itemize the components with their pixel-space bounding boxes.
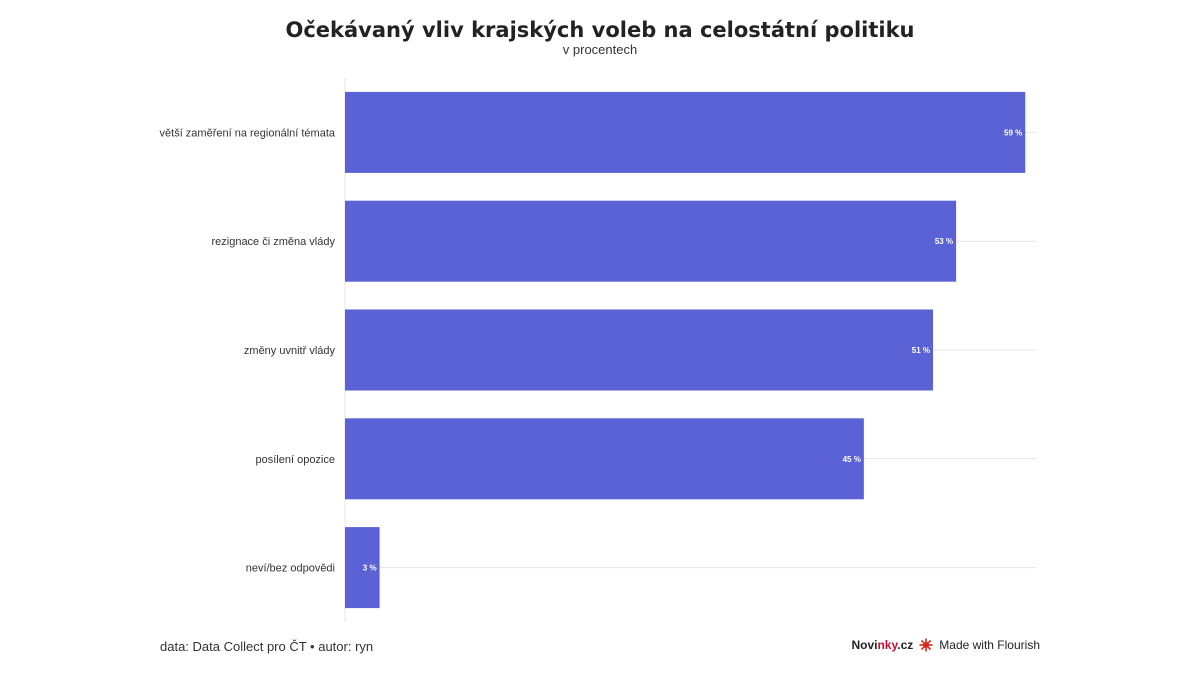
category-label: větší zaměření na regionální témata xyxy=(160,127,336,139)
chart-title: Očekávaný vliv krajských voleb na celost… xyxy=(285,18,915,42)
footer-branding: Novinky.cz Made with Flourish xyxy=(851,638,1040,652)
category-label: posílení opozice xyxy=(256,454,336,466)
made-with-flourish-link[interactable]: Made with Flourish xyxy=(939,638,1040,652)
category-label: změny uvnitř vlády xyxy=(244,345,336,357)
value-label: 51 % xyxy=(912,346,930,355)
source-note: data: Data Collect pro ČT • autor: ryn xyxy=(160,639,374,654)
chart-subtitle: v procentech xyxy=(562,42,638,57)
bar xyxy=(345,200,957,282)
value-label: 45 % xyxy=(843,455,861,464)
brand-prefix: Novi xyxy=(851,638,878,652)
novinky-logo[interactable]: Novinky.cz xyxy=(851,638,913,652)
bar xyxy=(345,91,1026,173)
category-label: neví/bez odpovědi xyxy=(246,563,335,575)
brand-accent: nky xyxy=(877,638,898,652)
flourish-icon xyxy=(919,638,933,652)
category-label: rezignace či změna vlády xyxy=(211,236,335,248)
bar xyxy=(345,418,864,500)
value-label: 53 % xyxy=(935,237,953,246)
bar xyxy=(345,309,934,391)
value-label: 3 % xyxy=(363,564,377,573)
value-label: 59 % xyxy=(1004,128,1022,137)
brand-suffix: .cz xyxy=(897,638,914,652)
bar xyxy=(345,527,380,609)
